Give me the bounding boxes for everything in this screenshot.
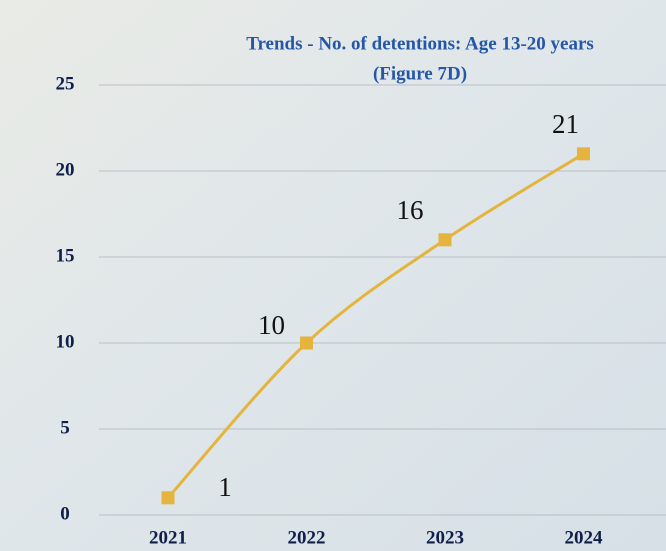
data-label: 16 bbox=[397, 195, 424, 225]
chart-subtitle: (Figure 7D) bbox=[373, 63, 467, 84]
x-tick-label: 2023 bbox=[426, 527, 464, 548]
y-tick-label: 20 bbox=[56, 159, 75, 180]
y-tick-label: 10 bbox=[56, 331, 75, 352]
x-tick-label: 2021 bbox=[149, 527, 187, 548]
marker bbox=[577, 147, 590, 160]
y-tick-label: 15 bbox=[56, 245, 75, 266]
y-tick-label: 0 bbox=[60, 503, 70, 524]
chart-title: Trends - No. of detentions: Age 13-20 ye… bbox=[246, 33, 594, 54]
data-label: 21 bbox=[552, 109, 579, 139]
x-tick-label: 2022 bbox=[288, 527, 326, 548]
marker bbox=[300, 337, 313, 350]
background bbox=[0, 0, 666, 551]
y-tick-label: 25 bbox=[56, 73, 75, 94]
page: {"chart_data": {"type": "line", "title":… bbox=[0, 0, 666, 551]
marker bbox=[439, 233, 452, 246]
data-label: 1 bbox=[218, 472, 232, 502]
y-tick-label: 5 bbox=[60, 417, 70, 438]
x-tick-label: 2024 bbox=[565, 527, 604, 548]
marker bbox=[162, 491, 175, 504]
chart: Trends - No. of detentions: Age 13-20 ye… bbox=[0, 0, 666, 551]
data-label: 10 bbox=[258, 310, 285, 340]
